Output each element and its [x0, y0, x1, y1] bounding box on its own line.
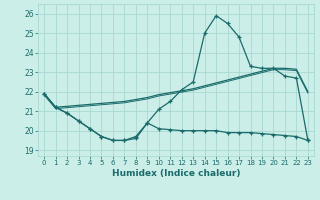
X-axis label: Humidex (Indice chaleur): Humidex (Indice chaleur): [112, 169, 240, 178]
